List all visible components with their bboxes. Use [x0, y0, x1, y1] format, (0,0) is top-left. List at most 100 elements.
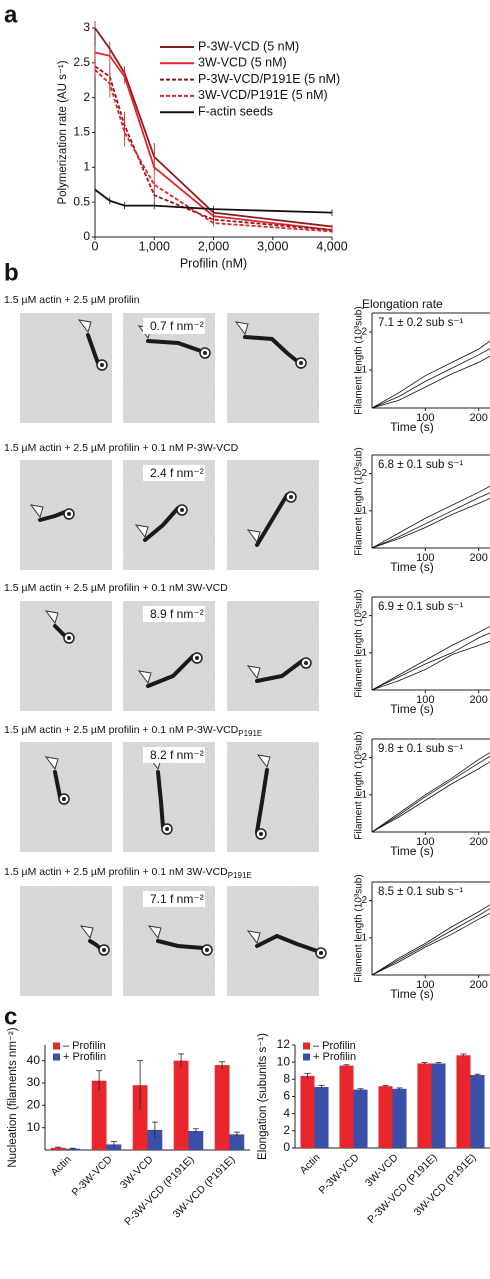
y-tick-label: 2.5: [73, 55, 90, 69]
series-line: [371, 912, 490, 976]
legend-swatch: [53, 1042, 60, 1050]
bar: [188, 1131, 204, 1150]
title-box: [374, 884, 490, 900]
title-box: [374, 457, 490, 473]
filament: [255, 493, 289, 547]
panel-label: c: [4, 1003, 17, 1030]
filament: [243, 335, 299, 363]
x-tick-label: 200: [469, 836, 487, 848]
panel-label: a: [4, 1, 18, 28]
series-line: [371, 632, 490, 691]
seed-dot: [319, 951, 323, 955]
micrograph-noise: [227, 601, 319, 711]
legend-label: – Profilin: [313, 1040, 356, 1052]
chart-title: 6.8 ± 0.1 sub s⁻¹: [378, 459, 463, 471]
title-box: [374, 599, 490, 615]
y-tick-label: 1: [361, 789, 367, 800]
series-line: [94, 51, 333, 231]
panel-label: b: [4, 259, 19, 286]
y-tick-label: 1: [361, 505, 367, 516]
filament: [143, 506, 180, 542]
force-box: [143, 747, 205, 763]
x-tick-label: P-3W-VCD (P191E): [122, 1154, 196, 1228]
y-tick-label: 40: [27, 1053, 41, 1067]
y-tick-label: 6: [283, 1089, 290, 1103]
bar: [339, 1065, 354, 1148]
bar: [431, 1063, 446, 1148]
bar: [214, 1065, 230, 1150]
y-tick-label: 10: [27, 1120, 41, 1134]
seed-dot: [203, 351, 207, 355]
chart-title: 7.1 ± 0.2 sub s⁻¹: [378, 317, 463, 329]
x-tick-label: 100: [416, 836, 434, 848]
x-tick-label: 3,000: [257, 239, 288, 253]
x-tick-label: 4,000: [316, 239, 347, 253]
y-tick-label: 1.5: [73, 125, 90, 139]
filament: [255, 659, 304, 683]
legend-swatch: [303, 1042, 310, 1050]
seed-dot: [100, 363, 104, 367]
y-tick-label: 0: [283, 1140, 290, 1154]
seed-dot: [67, 636, 71, 640]
seed-dot: [67, 512, 71, 516]
condition-label: 1.5 µM actin + 2.5 µM profilin + 0.1 nM …: [4, 582, 228, 594]
x-axis-label: Time (s): [390, 987, 434, 1001]
bar: [91, 1080, 107, 1150]
legend-label: P-3W-VCD/P191E (5 nM): [198, 72, 340, 86]
seed-dot: [289, 495, 293, 499]
condition-text: 1.5 µM actin + 2.5 µM profilin: [4, 294, 140, 306]
series-line: [94, 27, 333, 228]
y-tick-label: 2: [361, 468, 367, 479]
legend-label: F-actin seeds: [198, 104, 273, 118]
bar: [132, 1085, 148, 1150]
arrowhead: [246, 665, 261, 680]
x-tick-label: 0: [92, 239, 99, 253]
x-tick-label: 1,000: [139, 239, 170, 253]
micrograph-noise: [227, 886, 319, 996]
y-tick-label: 2: [361, 327, 367, 338]
y-tick-label: 4: [283, 1106, 290, 1120]
condition-text: 1.5 µM actin + 2.5 µM profilin + 0.1 nM …: [4, 724, 239, 736]
series-line: [371, 625, 490, 691]
y-tick-label: 10: [277, 1054, 291, 1068]
x-tick-label: 200: [469, 552, 487, 564]
legend-label: – Profilin: [63, 1040, 106, 1052]
condition-label: 1.5 µM actin + 2.5 µM profilin + 0.1 nM …: [4, 442, 239, 454]
x-tick-label: 200: [469, 979, 487, 991]
micrograph-noise: [20, 886, 112, 996]
y-axis-label: Filament length (10³sub): [354, 447, 365, 555]
y-tick-label: 8: [283, 1072, 290, 1086]
arrowhead: [44, 610, 59, 625]
legend-swatch: [303, 1053, 310, 1061]
legend-label: 3W-VCD/P191E (5 nM): [198, 88, 328, 102]
y-tick-label: 2: [361, 895, 367, 906]
filament: [156, 939, 205, 950]
y-axis-label: Filament length (10³sub): [354, 731, 365, 839]
y-tick-label: 0: [83, 229, 90, 243]
bar: [173, 1060, 189, 1150]
y-axis-label: Polymerization rate (AU s⁻¹): [57, 60, 69, 204]
force-box: [143, 318, 205, 334]
seed-dot: [195, 656, 199, 660]
title-box: [374, 741, 490, 757]
chart-title: 6.9 ± 0.1 sub s⁻¹: [378, 601, 463, 613]
bar: [65, 1148, 81, 1150]
seed-dot: [102, 948, 106, 952]
series-line: [371, 355, 490, 409]
seed-dot: [299, 361, 303, 365]
micrograph-noise: [227, 313, 319, 423]
y-axis-label: Filament length (10³sub): [354, 874, 365, 982]
arrowhead: [256, 754, 271, 769]
filament: [146, 339, 203, 353]
condition-subscript: P191E: [238, 729, 262, 738]
x-axis-label: Time (s): [390, 420, 434, 434]
force-label: 8.2 f nm⁻²: [150, 748, 204, 762]
arrowhead: [137, 670, 152, 685]
title-box: [374, 315, 490, 331]
condition-text: 1.5 µM actin + 2.5 µM profilin + 0.1 nM …: [4, 442, 239, 454]
y-tick-label: 3: [83, 20, 90, 34]
y-tick-label: 1: [361, 365, 367, 376]
y-tick-label: 12: [277, 1037, 291, 1051]
y-axis-label: Filament length (10³sub): [354, 589, 365, 697]
